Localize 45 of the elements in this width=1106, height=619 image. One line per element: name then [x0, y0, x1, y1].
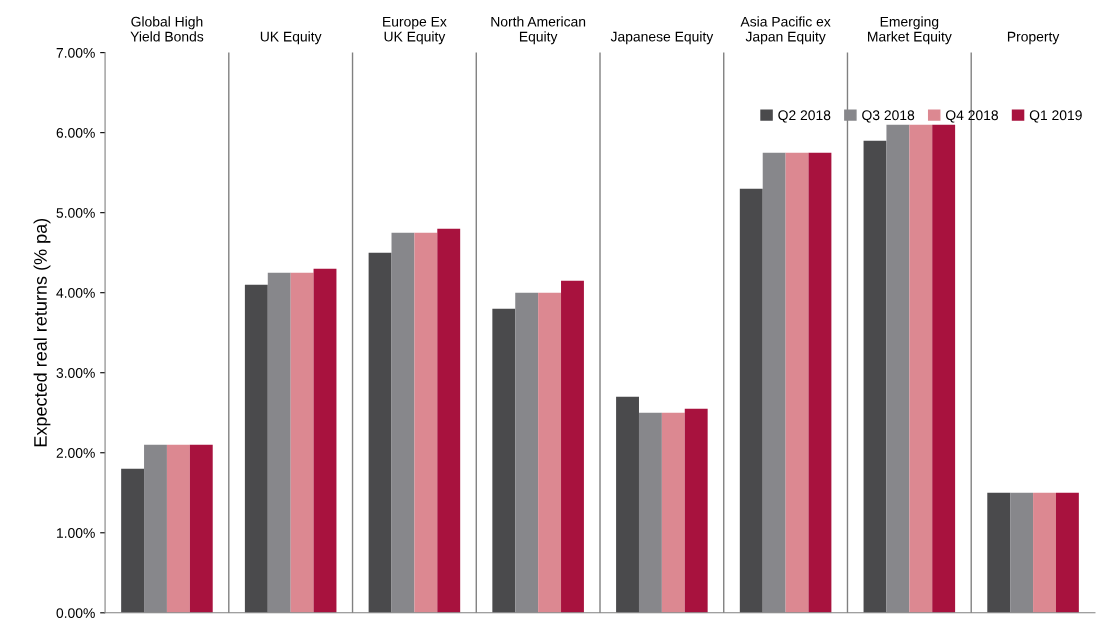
x-tick-label: Property [1007, 31, 1060, 45]
bar [368, 252, 392, 613]
bar [189, 444, 213, 613]
x-tick-label: Emerging Market Equity [868, 16, 952, 45]
y-tick-label: 4.00% [56, 288, 95, 298]
y-tick-label: 2.00% [56, 448, 95, 458]
bar [313, 268, 337, 613]
legend-label: Q4 2018 [945, 110, 999, 123]
bar [616, 396, 639, 613]
bar [437, 228, 461, 613]
bar [785, 152, 809, 613]
bar [684, 408, 708, 613]
bar [538, 292, 562, 613]
legend-label: Q2 2018 [778, 110, 831, 123]
bar [244, 284, 268, 613]
y-tick-label: 3.00% [56, 368, 95, 378]
bar [1055, 492, 1079, 613]
bar [739, 188, 763, 613]
y-tick-label: 0.00% [56, 608, 95, 618]
bar [909, 124, 933, 613]
bar [932, 124, 956, 613]
bar [561, 280, 584, 613]
legend-label: Q1 2019 [1029, 110, 1082, 123]
x-tick-label: UK Equity [260, 31, 322, 45]
y-tick-label: 1.00% [57, 528, 95, 538]
bar [808, 152, 832, 613]
bar [166, 444, 190, 613]
bar [492, 308, 516, 613]
legend-label: Q3 2018 [862, 110, 915, 123]
bar [661, 412, 685, 613]
y-tick-label: 5.00% [56, 208, 95, 218]
bar [987, 492, 1011, 613]
x-tick-label: Global High Yield Bonds [130, 16, 204, 42]
x-tick-label: Asia Pacific ex Japan Equity [740, 16, 831, 45]
y-axis-title: Expected real returns (% pa) [33, 218, 51, 447]
bar [863, 140, 887, 613]
x-tick-label: Japanese Equity [610, 31, 714, 45]
bar [121, 468, 145, 613]
x-tick-label: Europe Ex UK Equity [383, 16, 447, 45]
bar [1033, 492, 1056, 613]
y-tick-label: 7.00% [56, 47, 95, 58]
bar [290, 272, 314, 613]
y-tick-label: 6.00% [56, 127, 95, 138]
bar [414, 232, 438, 613]
x-tick-label: North American Equity [491, 16, 586, 45]
